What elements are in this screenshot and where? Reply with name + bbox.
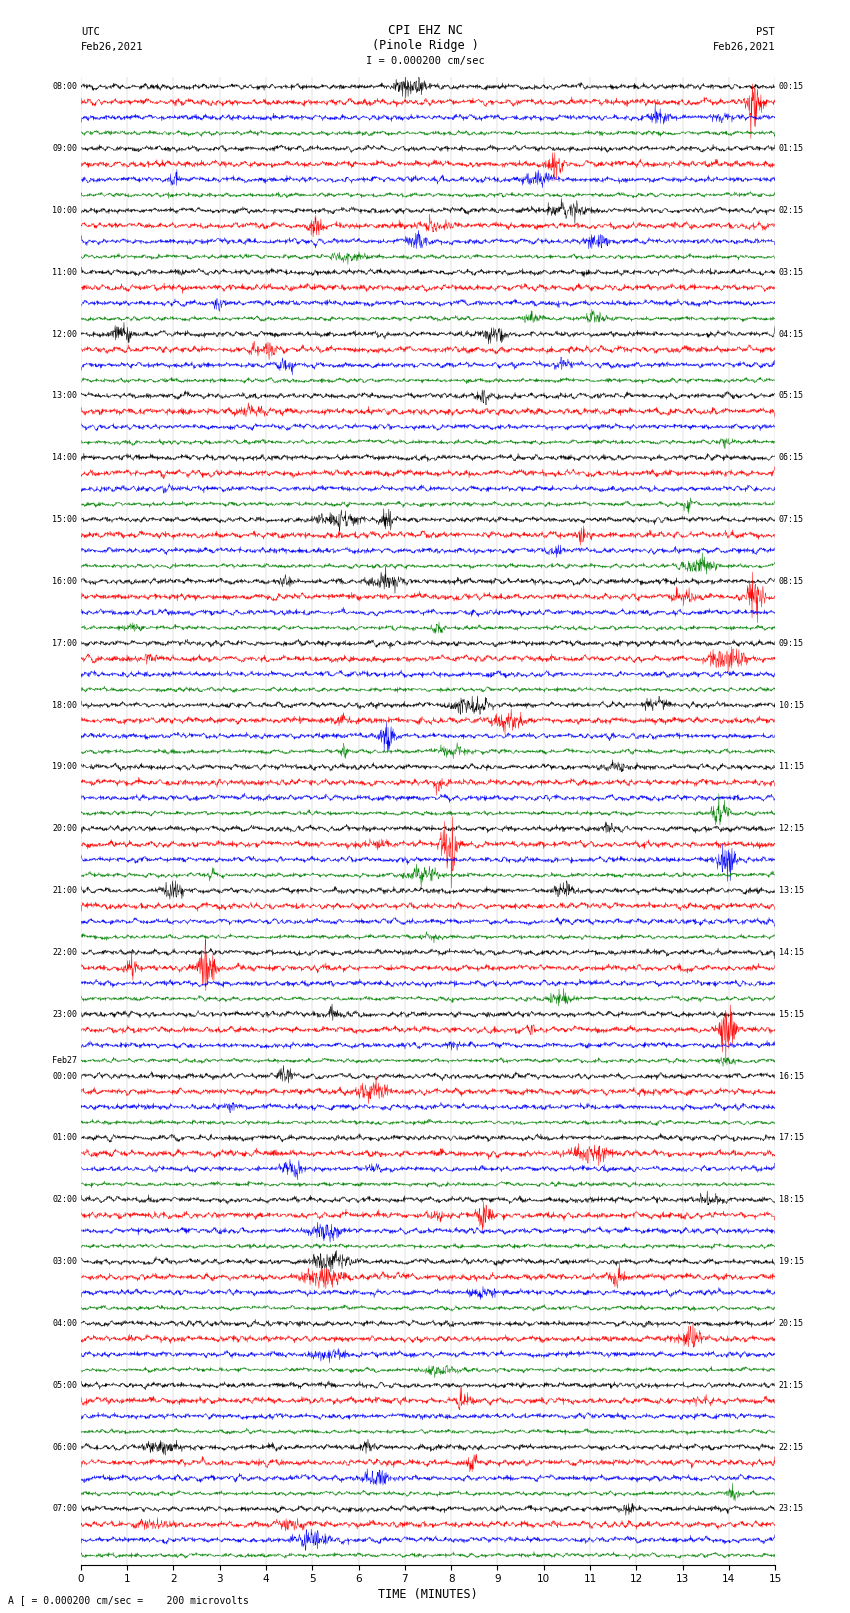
Text: 19:15: 19:15 [779,1257,803,1266]
Text: 14:15: 14:15 [779,948,803,957]
Text: 23:15: 23:15 [779,1505,803,1513]
Text: 13:00: 13:00 [53,392,77,400]
Text: 14:00: 14:00 [53,453,77,463]
Text: 22:00: 22:00 [53,948,77,957]
Text: 07:15: 07:15 [779,515,803,524]
Text: 06:00: 06:00 [53,1442,77,1452]
Text: 09:00: 09:00 [53,144,77,153]
Text: 04:15: 04:15 [779,329,803,339]
Text: I = 0.000200 cm/sec: I = 0.000200 cm/sec [366,56,484,66]
Text: UTC: UTC [81,27,99,37]
Text: 20:15: 20:15 [779,1319,803,1327]
Text: 10:00: 10:00 [53,206,77,215]
Text: 18:15: 18:15 [779,1195,803,1205]
Text: 06:15: 06:15 [779,453,803,463]
Text: PST: PST [756,27,775,37]
X-axis label: TIME (MINUTES): TIME (MINUTES) [378,1587,478,1600]
Text: Feb26,2021: Feb26,2021 [81,42,144,52]
Text: 11:15: 11:15 [779,763,803,771]
Text: 21:00: 21:00 [53,886,77,895]
Text: Feb26,2021: Feb26,2021 [712,42,775,52]
Text: 10:15: 10:15 [779,700,803,710]
Text: 03:00: 03:00 [53,1257,77,1266]
Text: 11:00: 11:00 [53,268,77,277]
Text: 21:15: 21:15 [779,1381,803,1390]
Text: 16:00: 16:00 [53,577,77,586]
Text: 01:00: 01:00 [53,1134,77,1142]
Text: 22:15: 22:15 [779,1442,803,1452]
Text: 00:00: 00:00 [53,1071,77,1081]
Text: 05:15: 05:15 [779,392,803,400]
Text: 01:15: 01:15 [779,144,803,153]
Text: 20:00: 20:00 [53,824,77,834]
Text: 16:15: 16:15 [779,1071,803,1081]
Text: 03:15: 03:15 [779,268,803,277]
Text: 12:15: 12:15 [779,824,803,834]
Text: 05:00: 05:00 [53,1381,77,1390]
Text: Feb27: Feb27 [53,1057,77,1065]
Text: 23:00: 23:00 [53,1010,77,1019]
Text: 18:00: 18:00 [53,700,77,710]
Text: 17:00: 17:00 [53,639,77,648]
Text: A [ = 0.000200 cm/sec =    200 microvolts: A [ = 0.000200 cm/sec = 200 microvolts [8,1595,249,1605]
Text: 07:00: 07:00 [53,1505,77,1513]
Text: 04:00: 04:00 [53,1319,77,1327]
Text: 12:00: 12:00 [53,329,77,339]
Text: 17:15: 17:15 [779,1134,803,1142]
Text: 15:00: 15:00 [53,515,77,524]
Text: 15:15: 15:15 [779,1010,803,1019]
Text: 02:00: 02:00 [53,1195,77,1205]
Text: 09:15: 09:15 [779,639,803,648]
Text: CPI EHZ NC: CPI EHZ NC [388,24,462,37]
Text: 00:15: 00:15 [779,82,803,92]
Text: 08:00: 08:00 [53,82,77,92]
Text: 08:15: 08:15 [779,577,803,586]
Text: 13:15: 13:15 [779,886,803,895]
Text: 19:00: 19:00 [53,763,77,771]
Text: 02:15: 02:15 [779,206,803,215]
Text: (Pinole Ridge ): (Pinole Ridge ) [371,39,479,52]
